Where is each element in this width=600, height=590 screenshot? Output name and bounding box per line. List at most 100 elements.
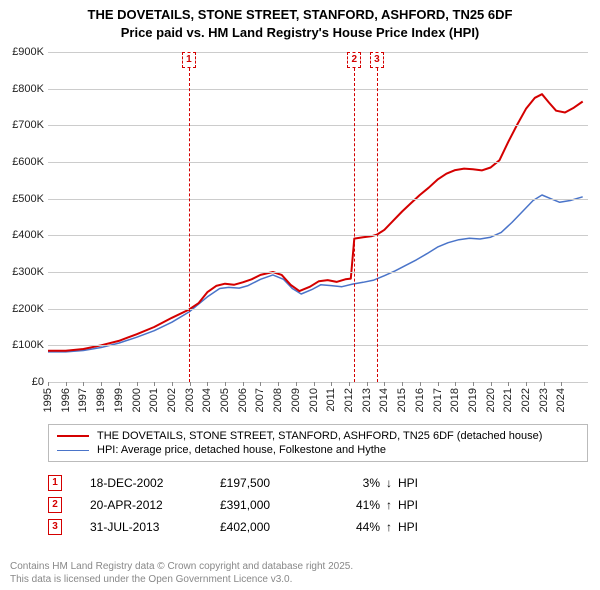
sales-pct: 3% (330, 476, 380, 490)
x-tick-mark (243, 382, 244, 386)
sale-marker-box: 1 (182, 52, 196, 68)
x-tick-label: 2008 (272, 388, 284, 412)
x-tick-mark (384, 382, 385, 386)
y-tick-label: £500K (12, 193, 44, 205)
x-tick-mark (349, 382, 350, 386)
x-tick-mark (420, 382, 421, 386)
arrow-down-icon: ↓ (380, 476, 398, 490)
x-tick-label: 2023 (538, 388, 550, 412)
sales-hpi-label: HPI (398, 476, 438, 490)
x-tick-mark (48, 382, 49, 386)
x-tick-label: 2014 (378, 388, 390, 412)
sales-table: 118-DEC-2002£197,5003%↓HPI220-APR-2012£3… (48, 472, 588, 538)
sale-marker-line (189, 68, 190, 382)
chart-container: THE DOVETAILS, STONE STREET, STANFORD, A… (0, 0, 600, 590)
x-tick-label: 2020 (485, 388, 497, 412)
attribution-line-2: This data is licensed under the Open Gov… (10, 573, 353, 586)
x-tick-mark (119, 382, 120, 386)
x-tick-label: 1997 (77, 388, 89, 412)
grid-line (48, 162, 588, 163)
arrow-up-icon: ↑ (380, 498, 398, 512)
x-tick-label: 2022 (520, 388, 532, 412)
grid-line (48, 199, 588, 200)
x-tick-label: 1998 (95, 388, 107, 412)
sales-row: 331-JUL-2013£402,00044%↑HPI (48, 516, 588, 538)
x-tick-label: 2021 (502, 388, 514, 412)
x-tick-mark (526, 382, 527, 386)
x-tick-mark (278, 382, 279, 386)
x-tick-label: 2010 (308, 388, 320, 412)
x-tick-label: 2000 (131, 388, 143, 412)
x-tick-label: 2015 (396, 388, 408, 412)
sale-marker-line (377, 68, 378, 382)
title-line-1: THE DOVETAILS, STONE STREET, STANFORD, A… (10, 6, 590, 24)
x-tick-mark (260, 382, 261, 386)
x-tick-label: 2009 (290, 388, 302, 412)
y-tick-label: £800K (12, 83, 44, 95)
x-tick-mark (66, 382, 67, 386)
x-tick-mark (561, 382, 562, 386)
sales-marker: 1 (48, 475, 62, 491)
title-block: THE DOVETAILS, STONE STREET, STANFORD, A… (0, 0, 600, 43)
sale-marker-line (354, 68, 355, 382)
x-tick-mark (367, 382, 368, 386)
x-tick-label: 1995 (42, 388, 54, 412)
y-tick-label: £100K (12, 339, 44, 351)
sales-row: 1 18-DEC-2002£197,5003%↓HPI (48, 472, 588, 494)
x-tick-mark (491, 382, 492, 386)
x-tick-label: 2003 (184, 388, 196, 412)
x-tick-label: 2019 (467, 388, 479, 412)
y-tick-label: £300K (12, 266, 44, 278)
grid-line (48, 125, 588, 126)
y-tick-label: £700K (12, 119, 44, 131)
legend-label: THE DOVETAILS, STONE STREET, STANFORD, A… (97, 430, 542, 442)
series-hpi (48, 195, 583, 352)
x-tick-label: 2024 (555, 388, 567, 412)
x-tick-mark (296, 382, 297, 386)
sales-date: 31-JUL-2013 (90, 520, 220, 534)
sales-row: 220-APR-2012£391,00041%↑HPI (48, 494, 588, 516)
x-tick-label: 2017 (432, 388, 444, 412)
y-tick-label: £200K (12, 303, 44, 315)
grid-line (48, 272, 588, 273)
sales-marker: 2 (48, 497, 62, 513)
grid-line (48, 235, 588, 236)
x-tick-label: 2016 (414, 388, 426, 412)
x-tick-label: 1996 (60, 388, 72, 412)
x-tick-mark (473, 382, 474, 386)
x-tick-mark (508, 382, 509, 386)
legend-swatch (57, 450, 89, 451)
sales-date: 20-APR-2012 (90, 498, 220, 512)
x-tick-mark (83, 382, 84, 386)
x-tick-mark (438, 382, 439, 386)
legend-item: HPI: Average price, detached house, Folk… (57, 443, 579, 457)
series-price_paid (48, 94, 583, 351)
sales-pct: 44% (330, 520, 380, 534)
grid-line (48, 345, 588, 346)
chart-plot-area: £0£100K£200K£300K£400K£500K£600K£700K£80… (48, 52, 588, 382)
x-tick-mark (154, 382, 155, 386)
grid-line (48, 382, 588, 383)
x-tick-mark (314, 382, 315, 386)
x-tick-label: 2004 (201, 388, 213, 412)
grid-line (48, 52, 588, 53)
sales-price: £197,500 (220, 476, 330, 490)
x-tick-label: 2006 (237, 388, 249, 412)
title-line-2: Price paid vs. HM Land Registry's House … (10, 24, 590, 42)
x-tick-label: 2002 (166, 388, 178, 412)
x-tick-label: 2013 (361, 388, 373, 412)
grid-line (48, 309, 588, 310)
sales-marker: 3 (48, 519, 62, 535)
x-tick-label: 2007 (254, 388, 266, 412)
x-tick-label: 2011 (325, 388, 337, 412)
legend: THE DOVETAILS, STONE STREET, STANFORD, A… (48, 424, 588, 462)
sales-hpi-label: HPI (398, 498, 438, 512)
x-tick-mark (455, 382, 456, 386)
x-tick-mark (331, 382, 332, 386)
x-tick-mark (544, 382, 545, 386)
legend-swatch (57, 435, 89, 437)
attribution: Contains HM Land Registry data © Crown c… (10, 560, 353, 586)
x-tick-mark (190, 382, 191, 386)
sales-date: 18-DEC-2002 (90, 476, 220, 490)
grid-line (48, 89, 588, 90)
